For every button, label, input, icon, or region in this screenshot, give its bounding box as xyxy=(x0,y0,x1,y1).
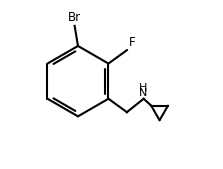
Text: F: F xyxy=(129,36,136,49)
Text: Br: Br xyxy=(68,11,81,25)
Text: N: N xyxy=(139,88,147,98)
Text: H: H xyxy=(139,83,147,93)
